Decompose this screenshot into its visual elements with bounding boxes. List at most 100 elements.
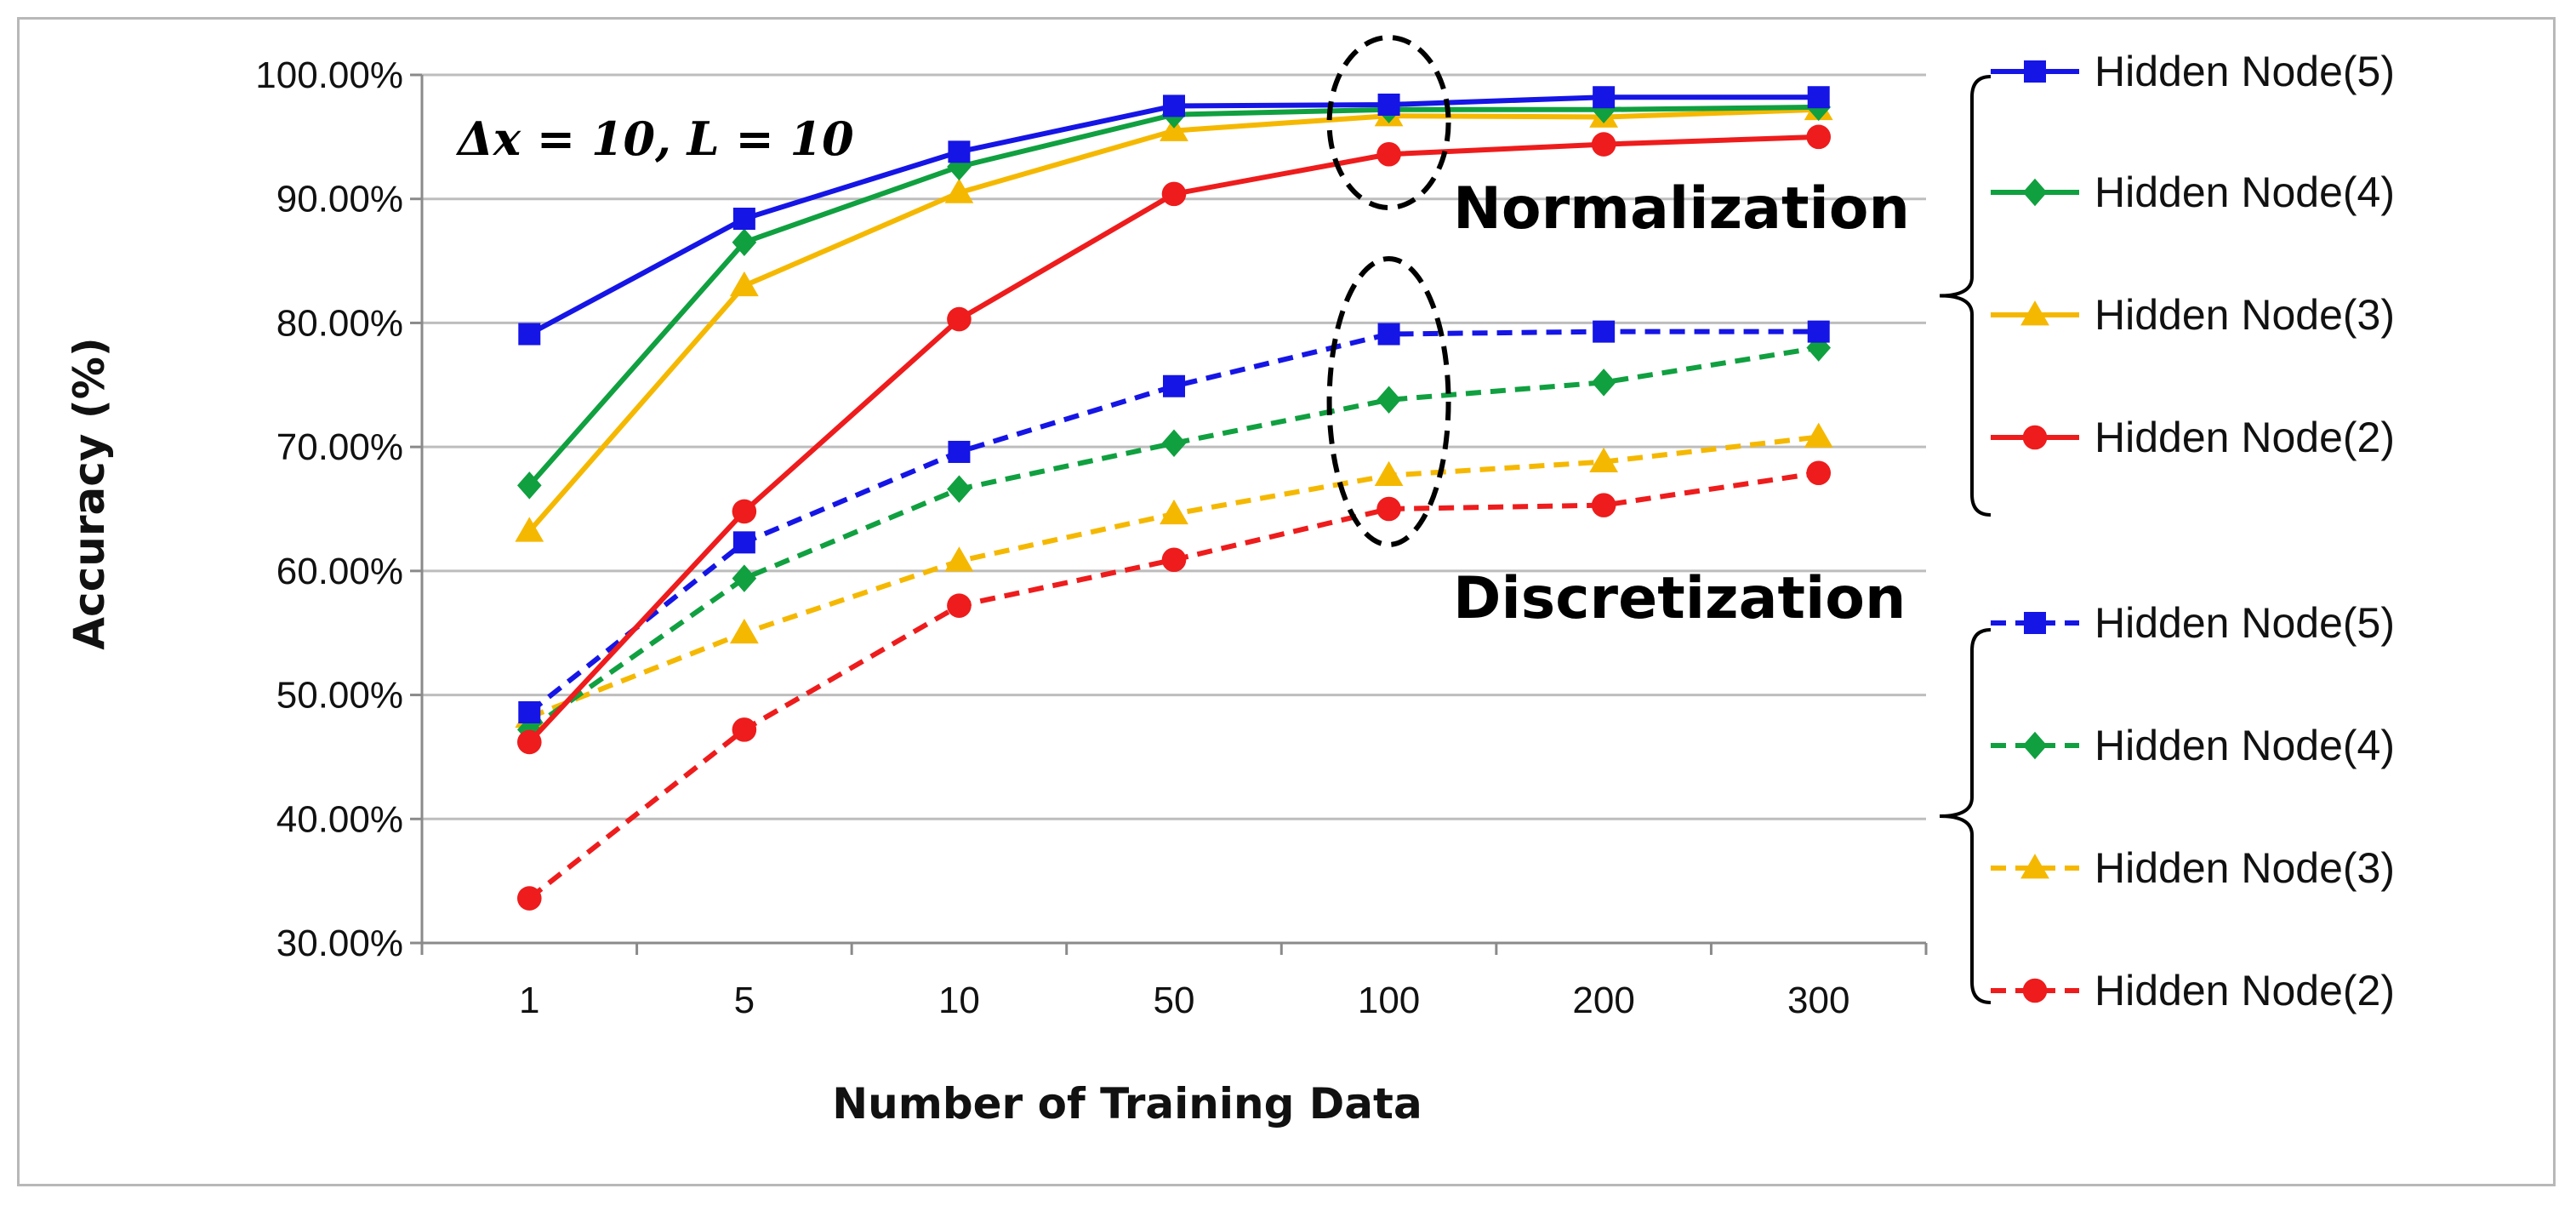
data-point [729, 271, 759, 297]
series-discretization-hidden-node-3 [515, 422, 1833, 728]
data-point [1161, 547, 1187, 573]
data-point [1160, 116, 1188, 141]
legend-label: Hidden Node(2) [2094, 414, 2395, 461]
legend-entry: Hidden Node(4) [1991, 722, 2395, 769]
data-point [732, 208, 755, 231]
data-point [732, 499, 757, 524]
legend-entry: Hidden Node(5) [1991, 599, 2395, 647]
data-point [732, 531, 755, 554]
legend-swatch-marker [2020, 854, 2049, 879]
data-point [732, 717, 757, 742]
y-tick-label: 50.00% [276, 675, 403, 717]
legend-group-brackets [1939, 75, 1992, 1004]
legend-swatch-marker [2020, 300, 2049, 326]
y-tick-label: 60.00% [276, 551, 403, 592]
series-line [527, 345, 1820, 732]
y-tick-label: 80.00% [276, 302, 403, 344]
series-discretization-hidden-node-5 [518, 320, 1830, 723]
parameter-annotation: Δx = 10, L = 10 [455, 111, 854, 166]
data-point [518, 323, 541, 346]
data-point [1589, 447, 1619, 472]
data-point [947, 475, 972, 503]
x-tick-label: 50 [1154, 980, 1195, 1021]
legend-label: Hidden Node(3) [2094, 844, 2395, 892]
legend-swatch-marker [2022, 978, 2048, 1003]
data-point [947, 593, 972, 618]
legend-entry: Hidden Node(2) [1991, 967, 2395, 1014]
legend-entry: Hidden Node(2) [1991, 414, 2395, 461]
x-tick-label: 300 [1787, 980, 1849, 1021]
data-point [516, 729, 542, 755]
highlight-ellipses [1326, 35, 1451, 547]
legend-swatch-marker [2022, 178, 2048, 207]
data-point [1161, 181, 1187, 207]
data-point [1163, 94, 1185, 117]
x-tick-label: 100 [1358, 980, 1420, 1021]
legend-swatch-marker [2024, 612, 2046, 634]
legend-label: Hidden Node(5) [2094, 599, 2395, 647]
data-point [947, 306, 972, 332]
series-line [527, 106, 1819, 534]
data-point [1591, 493, 1616, 517]
data-point [1591, 132, 1616, 157]
legend-entry: Hidden Node(3) [1991, 844, 2395, 892]
y-tick-label: 90.00% [276, 179, 403, 220]
data-point [1807, 86, 1830, 109]
highlight-ellipse-discretization [1326, 256, 1451, 547]
chart-frame [17, 17, 2556, 1186]
legend-entry: Hidden Node(3) [1991, 291, 2395, 339]
y-tick-label: 30.00% [276, 923, 403, 964]
group-label-discretization: Discretization [1453, 565, 1906, 632]
data-point [516, 471, 542, 500]
legend-swatch-marker [2022, 425, 2048, 450]
legend-label: Hidden Node(3) [2094, 291, 2395, 339]
legend-label: Hidden Node(4) [2094, 722, 2395, 769]
data-point [516, 886, 542, 911]
data-point [1160, 499, 1188, 525]
x-tick-label: 10 [938, 980, 980, 1021]
data-point [732, 228, 757, 256]
data-point [948, 440, 971, 463]
x-tick-label: 1 [519, 980, 539, 1021]
data-point [1163, 374, 1185, 397]
x-tick-label: 200 [1572, 980, 1634, 1021]
x-axis-label: Number of Training Data [832, 1079, 1422, 1128]
highlight-ellipse-normalization [1326, 35, 1451, 210]
data-point [518, 700, 541, 723]
legend-label: Hidden Node(5) [2094, 48, 2395, 95]
legend-label: Hidden Node(4) [2094, 169, 2395, 216]
data-point [1807, 320, 1830, 343]
data-point [1376, 496, 1401, 522]
bracket-discretization [1939, 628, 1992, 1004]
x-tick-labels: 1 5 10 50 100 200 300 [519, 980, 1849, 1021]
legend: Hidden Node(5) Hidden Node(4) Hidden Node(… [1991, 48, 2395, 1014]
data-point [515, 517, 544, 542]
data-point [1593, 86, 1616, 109]
y-tick-labels: 30.00% 40.00% 50.00% 60.00% 70.00% 80.00% 90.0… [255, 54, 403, 964]
data-point [944, 178, 974, 203]
series-layer [515, 86, 1833, 911]
data-point [732, 564, 757, 592]
data-point [1376, 386, 1401, 414]
data-point [1806, 460, 1832, 486]
data-point [948, 140, 971, 163]
data-point [729, 618, 759, 644]
y-tick-label: 40.00% [276, 798, 403, 840]
bracket-normalization [1939, 75, 1992, 517]
data-point [1804, 422, 1833, 448]
legend-entry: Hidden Node(4) [1991, 169, 2395, 216]
series-normalization-hidden-node-2 [516, 124, 1832, 755]
series-normalization-hidden-node-5 [518, 86, 1830, 346]
data-point [944, 546, 974, 572]
data-point [1377, 93, 1400, 116]
data-point [1377, 323, 1400, 346]
axes [420, 75, 1928, 955]
data-point [1376, 141, 1401, 167]
data-point [1591, 369, 1616, 397]
y-axis-label: Accuracy (%) [65, 337, 114, 649]
legend-entry: Hidden Node(5) [1991, 48, 2395, 95]
x-tick-label: 5 [734, 980, 755, 1021]
data-point [1593, 320, 1616, 343]
data-point [1161, 429, 1187, 458]
